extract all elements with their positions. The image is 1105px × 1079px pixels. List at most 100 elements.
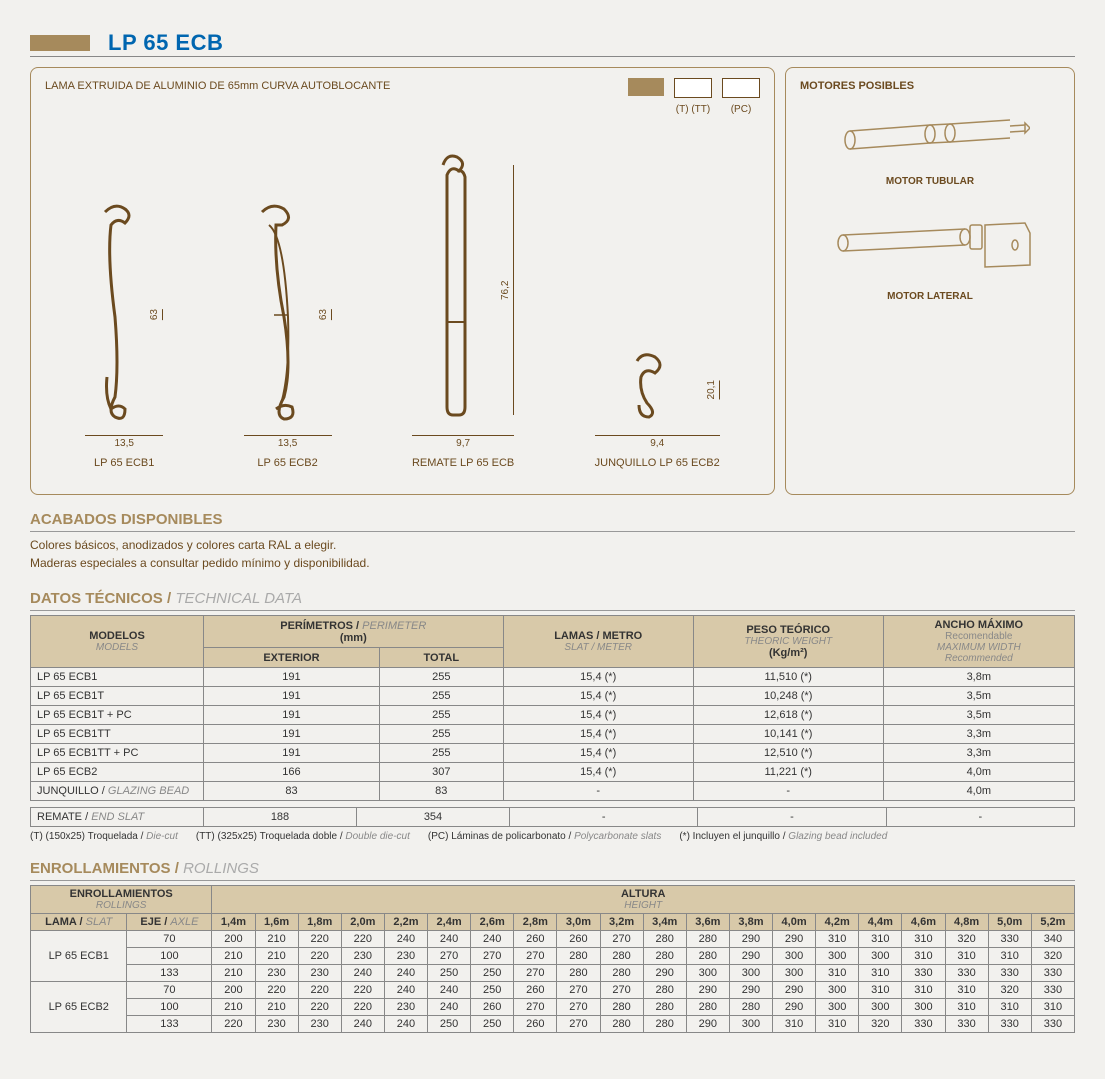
rollings-heading-sub: ROLLINGS: [183, 860, 259, 877]
roll-val: 290: [729, 982, 772, 999]
profile-remate-name: REMATE LP 65 ECB: [412, 457, 514, 469]
roll-val: 250: [428, 965, 471, 982]
tech-row-remate: REMATE / END SLAT 188 354 - - -: [31, 808, 1075, 827]
swatch-label-1: (T) (TT): [674, 104, 712, 115]
roll-val: 270: [514, 965, 557, 982]
roll-val: 290: [729, 948, 772, 965]
tech-tot: 307: [379, 763, 503, 782]
roll-val: 270: [557, 982, 600, 999]
roll-val: 240: [384, 1016, 427, 1033]
roll-val: 300: [859, 948, 902, 965]
roll-val: 310: [859, 931, 902, 948]
th-peso: PESO TEÓRICO THEORIC WEIGHT (Kg/m²): [693, 616, 883, 668]
footnote: (*) Incluyen el junquillo / Glazing bead…: [679, 831, 887, 842]
roll-val: 330: [902, 1016, 945, 1033]
roll-val: 310: [816, 965, 859, 982]
roll-val: 270: [514, 948, 557, 965]
tech-tot: 255: [379, 706, 503, 725]
motors-panel: MOTORES POSIBLES: [785, 67, 1075, 495]
roll-val: 280: [729, 999, 772, 1016]
tech-peso: -: [693, 782, 883, 801]
profile-ecb1-height: 63: [149, 309, 163, 320]
roll-val: 220: [298, 931, 341, 948]
roll-val: 270: [428, 948, 471, 965]
roll-val: 320: [988, 982, 1031, 999]
roll-eje: 133: [127, 1016, 212, 1033]
roll-val: 220: [341, 999, 384, 1016]
th-lama: LAMA / SLAT: [31, 914, 127, 931]
roll-val: 260: [557, 931, 600, 948]
roll-val: 290: [729, 931, 772, 948]
top-row: LAMA EXTRUIDA DE ALUMINIO DE 65mm CURVA …: [30, 67, 1075, 495]
roll-row: LP 65 ECB1702002102202202402402402602602…: [31, 931, 1075, 948]
roll-val: 280: [643, 931, 686, 948]
roll-val: 310: [859, 965, 902, 982]
tech-ext: 191: [204, 687, 380, 706]
profile-ecb2: 63 13,5 LP 65 ECB2: [244, 197, 332, 469]
tech-row: JUNQUILLO / GLAZING BEAD8383--4,0m: [31, 782, 1075, 801]
tech-ancho: 3,3m: [883, 744, 1074, 763]
tech-tot: 255: [379, 725, 503, 744]
roll-val: 330: [988, 931, 1031, 948]
roll-val: 310: [902, 948, 945, 965]
tech-ext: 191: [204, 668, 380, 687]
roll-val: 300: [686, 965, 729, 982]
th-height: 2,0m: [341, 914, 384, 931]
swatch-label-2: (PC): [722, 104, 760, 115]
th-height: 1,4m: [212, 914, 255, 931]
roll-row: 1332102302302402402502502702802802903003…: [31, 965, 1075, 982]
roll-row: LP 65 ECB2702002202202202402402502602702…: [31, 982, 1075, 999]
roll-val: 280: [643, 999, 686, 1016]
profile-remate: 76,2 9,7 REMATE LP 65 ECB: [412, 147, 514, 469]
th-height: 3,0m: [557, 914, 600, 931]
roll-val: 210: [212, 965, 255, 982]
tech-model: JUNQUILLO / GLAZING BEAD: [31, 782, 204, 801]
th-height: 3,4m: [643, 914, 686, 931]
diagram-panel: LAMA EXTRUIDA DE ALUMINIO DE 65mm CURVA …: [30, 67, 775, 495]
tech-peso: 10,248 (*): [693, 687, 883, 706]
roll-val: 270: [514, 999, 557, 1016]
tech-model: LP 65 ECB1T + PC: [31, 706, 204, 725]
tech-lamas: 15,4 (*): [503, 744, 693, 763]
th-eje: EJE / AXLE: [127, 914, 212, 931]
tech-ext: 191: [204, 725, 380, 744]
page: LP 65 ECB LAMA EXTRUIDA DE ALUMINIO DE 6…: [30, 30, 1075, 1033]
roll-val: 290: [773, 982, 816, 999]
roll-val: 200: [212, 982, 255, 999]
tech-lamas: 15,4 (*): [503, 725, 693, 744]
motors-heading: MOTORES POSIBLES: [800, 80, 1060, 92]
motor-tubular-label: MOTOR TUBULAR: [800, 176, 1060, 187]
tech-peso: 11,221 (*): [693, 763, 883, 782]
swatch-pc-group: (PC): [722, 78, 760, 115]
roll-val: 220: [341, 931, 384, 948]
tech-tot: 255: [379, 668, 503, 687]
tech-ancho: 3,3m: [883, 725, 1074, 744]
th-height: 1,6m: [255, 914, 298, 931]
roll-val: 240: [341, 1016, 384, 1033]
th-height: 4,4m: [859, 914, 902, 931]
roll-val: 250: [471, 1016, 514, 1033]
roll-val: 280: [686, 931, 729, 948]
th-height: 4,8m: [945, 914, 988, 931]
roll-val: 310: [945, 982, 988, 999]
profile-remate-height: 76,2: [500, 165, 514, 415]
roll-val: 260: [514, 982, 557, 999]
roll-val: 280: [686, 948, 729, 965]
th-total: TOTAL: [379, 648, 503, 668]
roll-val: 310: [816, 1016, 859, 1033]
profile-ecb2-svg: [244, 197, 314, 427]
motor-tubular: MOTOR TUBULAR: [800, 110, 1060, 187]
footnote: (TT) (325x25) Troquelada doble / Double …: [196, 831, 410, 842]
tech-tot: 255: [379, 744, 503, 763]
rollings-table: ENROLLAMIENTOSROLLINGS ALTURAHEIGHT LAMA…: [30, 885, 1075, 1033]
roll-val: 310: [988, 948, 1031, 965]
swatch-t-group: (T) (TT): [674, 78, 712, 115]
roll-val: 240: [341, 965, 384, 982]
roll-lama: LP 65 ECB2: [31, 982, 127, 1033]
technical-table: MODELOS MODELS PERÍMETROS / PERIMETER (m…: [30, 615, 1075, 801]
roll-val: 280: [600, 999, 643, 1016]
roll-eje: 100: [127, 999, 212, 1016]
page-title: LP 65 ECB: [108, 30, 223, 56]
swatch-outline-pc: [722, 78, 760, 98]
roll-val: 270: [471, 948, 514, 965]
